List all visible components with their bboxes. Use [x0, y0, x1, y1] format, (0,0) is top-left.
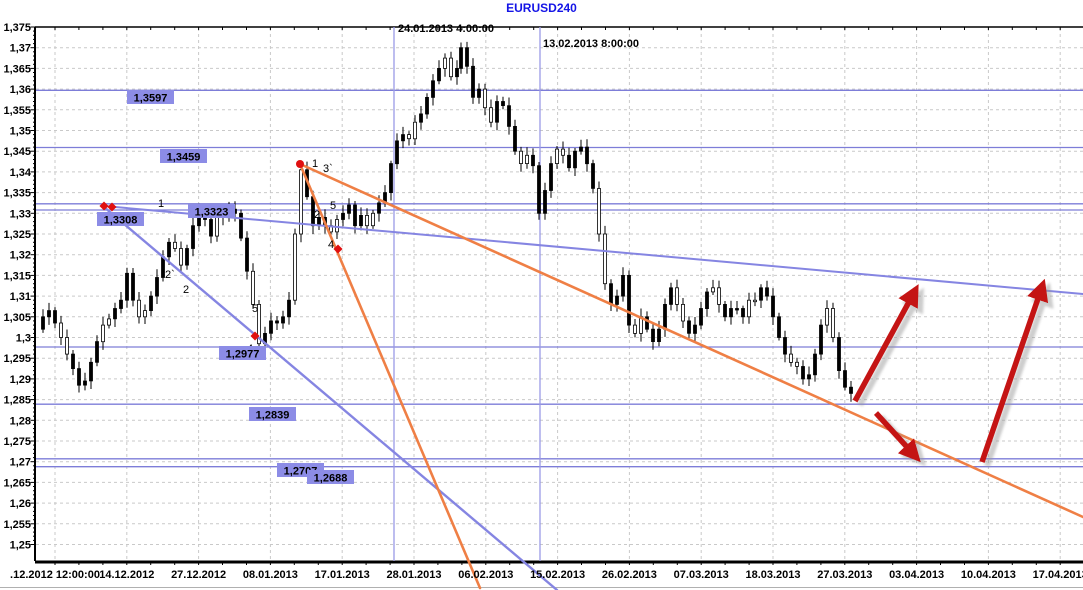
projection-arrow[interactable] [873, 411, 921, 463]
projection-arrow-shadow [857, 287, 924, 407]
x-axis-label: 06.02.2013 [458, 569, 513, 581]
y-axis-label: 1,36 [10, 84, 31, 96]
y-axis-label: 1,285 [3, 395, 31, 407]
x-axis-label: 15.02.2013 [530, 569, 585, 581]
wave-count-label: 5 [330, 200, 336, 212]
x-axis-label: .12.2012 12:00:00 [10, 569, 100, 581]
projection-arrow[interactable] [979, 278, 1049, 463]
y-axis-label: 1,35 [10, 126, 31, 138]
y-axis-label: 1,29 [10, 374, 31, 386]
steep-orange-trendline[interactable] [298, 162, 482, 590]
svg-text:1,2688: 1,2688 [314, 473, 348, 485]
grid-lines [36, 28, 1083, 561]
svg-text:1,2839: 1,2839 [256, 410, 290, 422]
price-level-lines [36, 89, 1083, 468]
wave-count-label: 5 [252, 303, 258, 315]
price-level-tag[interactable]: 1,2839 [249, 407, 296, 422]
chart-title: EURUSD240 [506, 1, 577, 15]
price-level-tag[interactable]: 1,3323 [188, 204, 235, 219]
x-axis-label: 03.04.2013 [889, 569, 944, 581]
y-axis-label: 1,25 [10, 540, 31, 552]
y-axis: 1,375 1,37 1,365 1,36 1,355 1,35 1,345 1,34 1,33… [3, 22, 31, 552]
y-axis-label: 1,335 [3, 188, 31, 200]
y-axis-label: 1,26 [10, 498, 31, 510]
projection-arrow-shadow [984, 282, 1054, 467]
wave-count-label: 1 [158, 198, 164, 210]
wave-count-label: 1 [312, 158, 318, 170]
y-axis-label: 1,31 [10, 291, 31, 303]
plot-border [0, 26, 1083, 588]
y-axis-label: 1,34 [10, 167, 32, 179]
steep-blue-trendline[interactable] [102, 205, 559, 590]
wave-count-label: 4 [328, 239, 334, 251]
anchor-diamond-marker[interactable] [99, 201, 109, 211]
x-axis-label: 27.12.2012 [171, 569, 226, 581]
y-axis-label: 1,3 [16, 333, 31, 345]
y-axis-label: 1,365 [3, 63, 31, 75]
anchor-diamond-marker[interactable] [107, 202, 117, 212]
price-level-tag[interactable]: 1,3459 [160, 149, 207, 164]
price-level-tag[interactable]: 1,2688 [307, 470, 354, 485]
y-axis-label: 1,28 [10, 415, 31, 427]
y-axis-label: 1,305 [3, 312, 31, 324]
wave-count-label: 2` [165, 269, 175, 281]
y-axis-label: 1,275 [3, 436, 31, 448]
axis-ticks [30, 26, 1061, 565]
svg-text:1,3308: 1,3308 [104, 215, 138, 227]
event-date-annotation: 13.02.2013 8:00:00 [543, 38, 639, 50]
x-axis-label: 17.01.2013 [315, 569, 370, 581]
svg-text:1,2977: 1,2977 [226, 349, 260, 361]
price-level-tag[interactable]: 1,2977 [219, 346, 266, 361]
anchor-circle-marker[interactable] [296, 160, 304, 168]
x-axis-label: 08.01.2013 [243, 569, 298, 581]
x-axis-label: 28.01.2013 [386, 569, 441, 581]
candlestick-series [41, 41, 853, 402]
x-axis: .12.2012 12:00:00 14.12.2012 27.12.2012 08.… [10, 569, 1083, 581]
wave-count-label: 3` [323, 163, 333, 175]
y-axis-label: 1,27 [10, 457, 31, 469]
price-level-tag[interactable]: 1,3597 [127, 90, 174, 105]
svg-text:1,3459: 1,3459 [167, 152, 201, 164]
y-axis-label: 1,345 [3, 146, 31, 158]
y-axis-label: 1,375 [3, 22, 31, 34]
x-axis-label: 27.03.2013 [817, 569, 872, 581]
y-axis-label: 1,37 [10, 43, 31, 55]
y-axis-label: 1,255 [3, 519, 31, 531]
svg-text:1,3323: 1,3323 [195, 207, 229, 219]
y-axis-label: 1,295 [3, 353, 31, 365]
x-axis-label: 26.02.2013 [602, 569, 657, 581]
event-date-annotation: 24.01.2013 4:00:00 [398, 23, 494, 35]
x-axis-label: 14.12.2012 [99, 569, 154, 581]
y-axis-label: 1,315 [3, 270, 31, 282]
x-axis-label: 17.04.2013 [1033, 569, 1083, 581]
long-orange-trendline[interactable] [298, 162, 1083, 519]
descending-channel-line[interactable] [103, 205, 1083, 295]
x-axis-label: 07.03.2013 [674, 569, 729, 581]
y-axis-label: 1,325 [3, 229, 31, 241]
wave-count-label: 2 [314, 209, 320, 221]
wave-count-label: 2 [183, 284, 189, 296]
y-axis-label: 1,265 [3, 477, 31, 489]
x-axis-label: 10.04.2013 [961, 569, 1016, 581]
price-level-tag[interactable]: 1,3308 [97, 212, 144, 227]
y-axis-label: 1,32 [10, 250, 31, 262]
y-axis-label: 1,355 [3, 105, 31, 117]
x-axis-label: 18.03.2013 [745, 569, 800, 581]
y-axis-label: 1,33 [10, 208, 31, 220]
projection-arrow[interactable] [852, 284, 919, 403]
svg-text:1,3597: 1,3597 [134, 93, 168, 105]
